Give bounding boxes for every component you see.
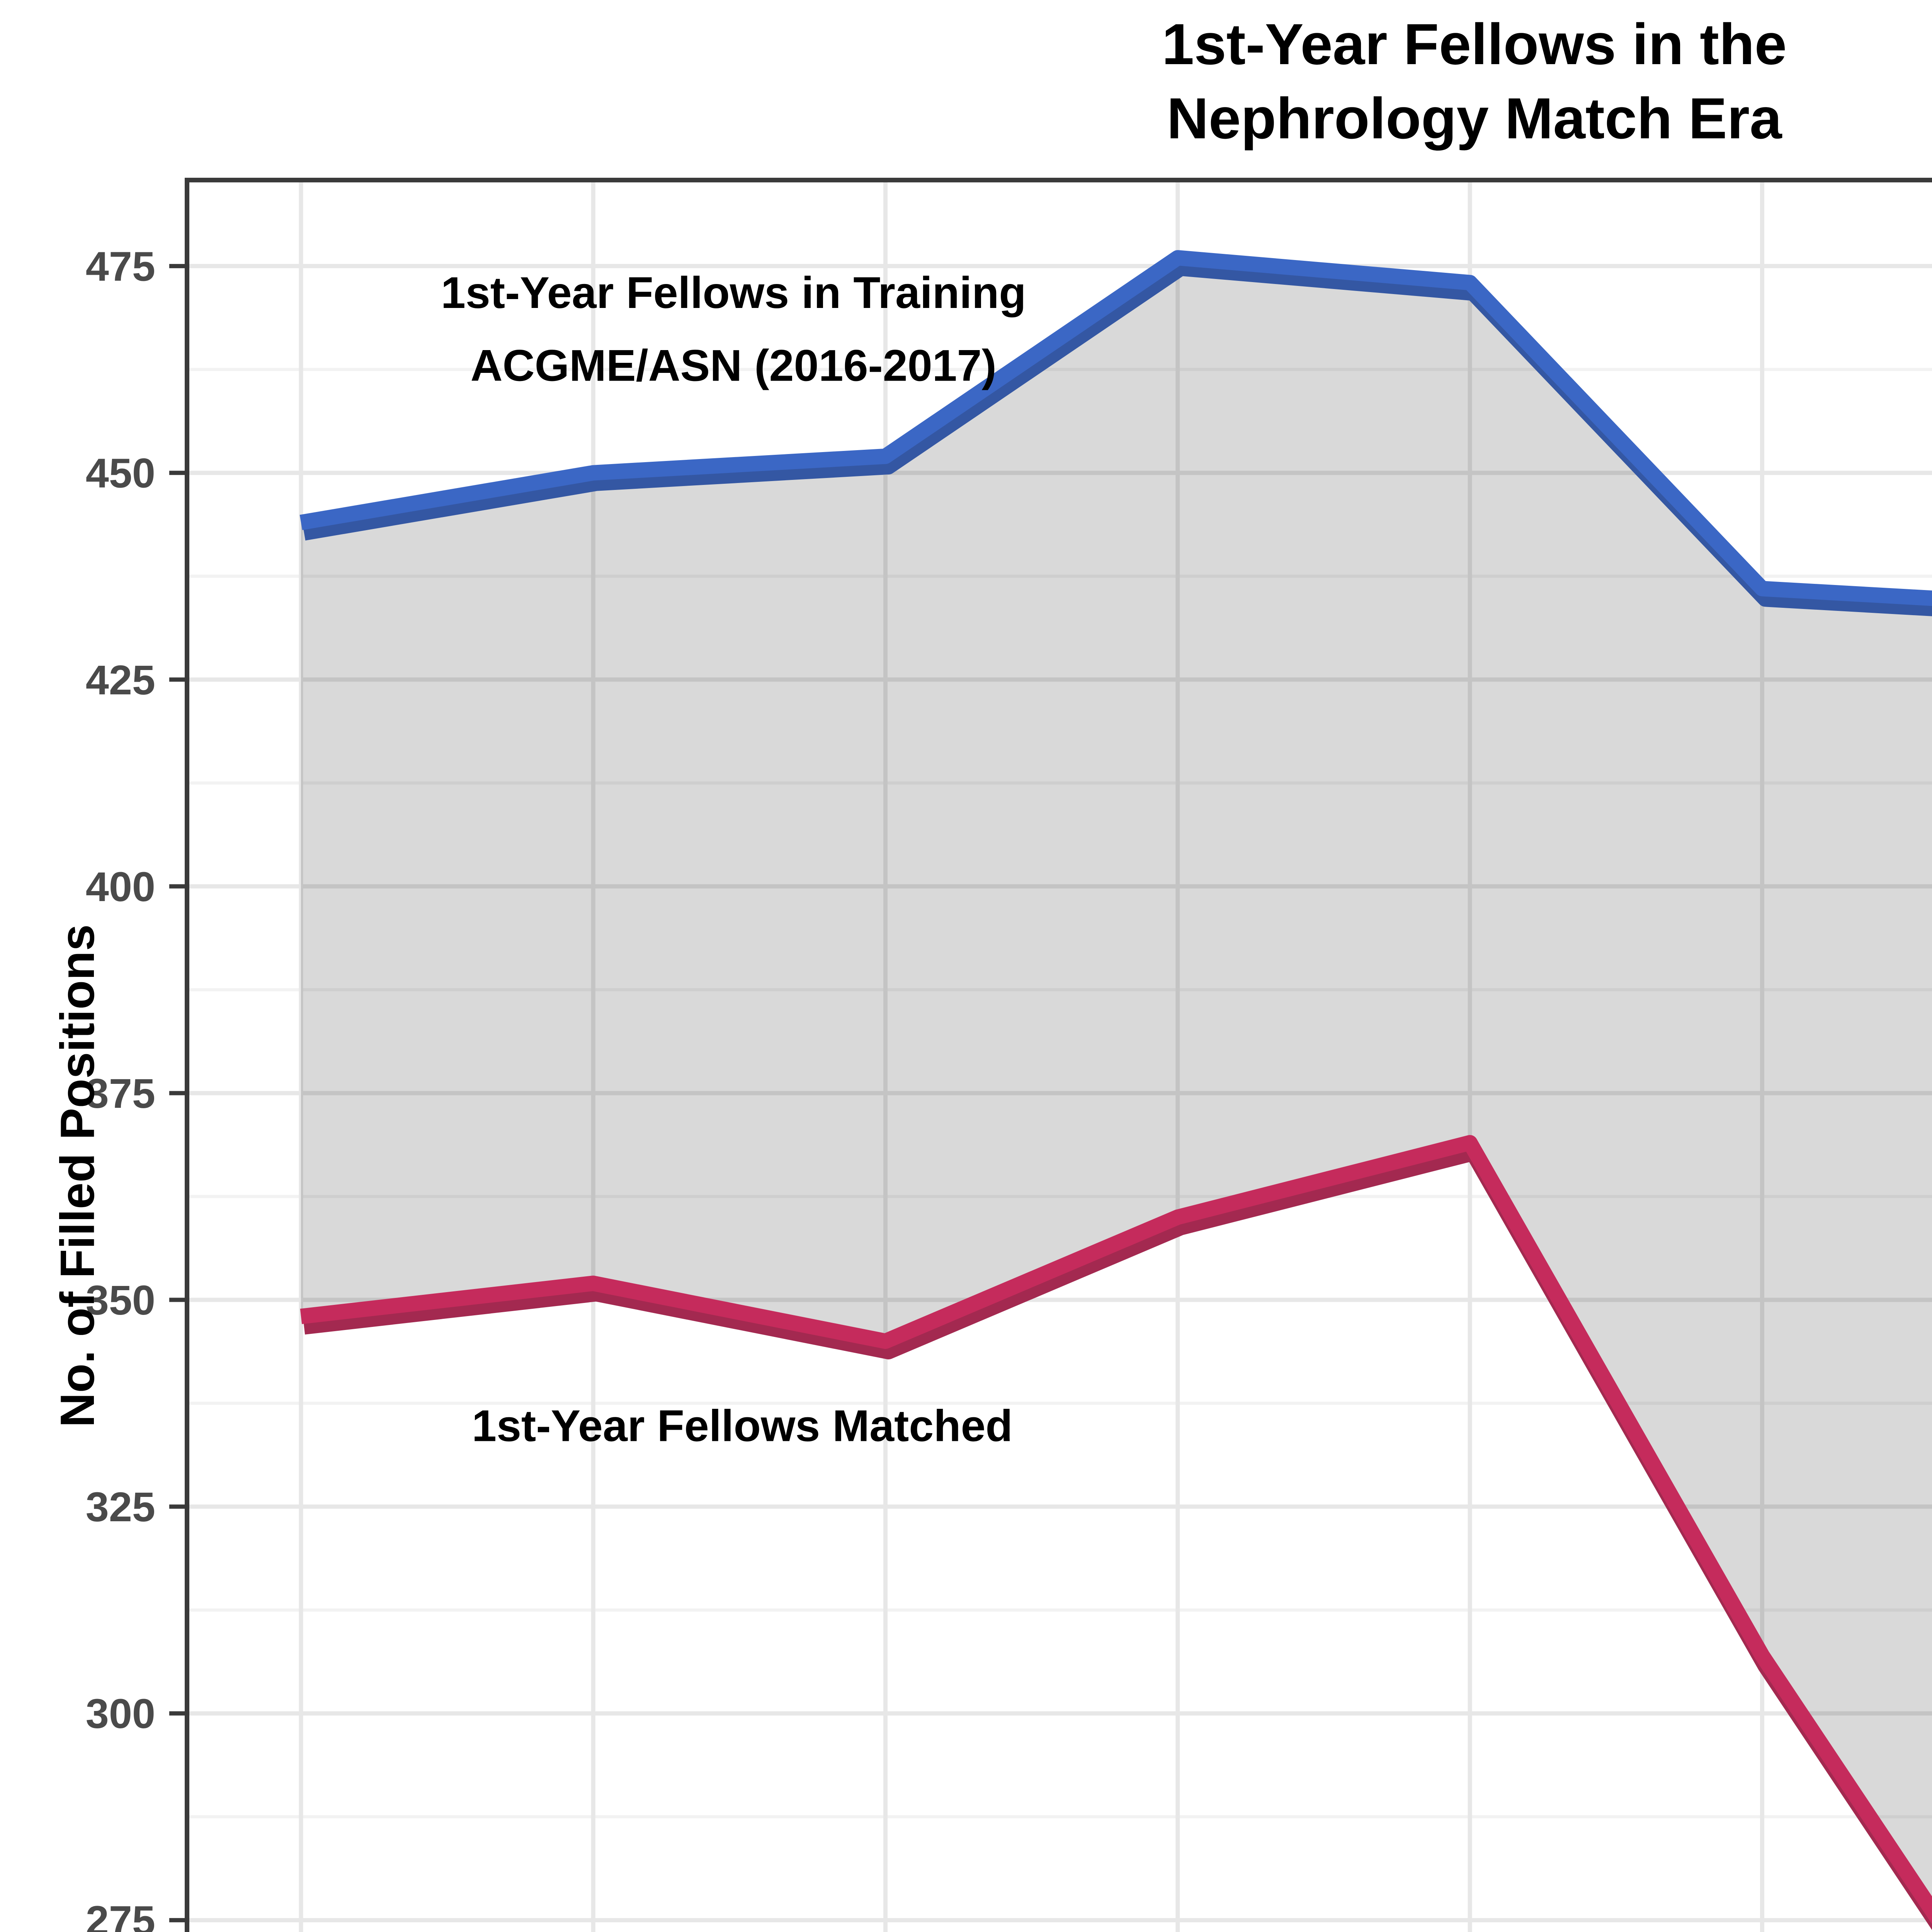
y-tick-label: 275: [86, 1897, 155, 1932]
y-tick-label: 325: [86, 1483, 155, 1530]
series-line-0: [299, 250, 1932, 606]
y-tick-label: 400: [86, 863, 155, 910]
y-tick-label: 300: [86, 1690, 155, 1737]
annotation-matched-label-line1: 1st-Year Fellows Matched: [472, 1401, 1013, 1451]
y-tick-label: 425: [86, 656, 155, 703]
series-line-1: [300, 1135, 1932, 1924]
y-axis-title: No. of Filled Positions: [51, 924, 104, 1427]
chart-title-line2: Nephrology Match Era: [1167, 86, 1782, 151]
y-tick-label: 375: [86, 1070, 155, 1117]
y-tick-label: 475: [86, 243, 155, 290]
y-tick-label: 350: [86, 1277, 155, 1323]
panel-border: [185, 178, 1932, 1932]
annotation-training-label-line2: ACGME/ASN (2016-2017): [471, 341, 997, 390]
chart-title: 1st-Year Fellows in the Nephrology Match…: [187, 7, 1932, 155]
ribbon-fill: [301, 258, 1932, 1910]
y-tick-label: 450: [86, 450, 155, 497]
annotation-training-label-line1: 1st-Year Fellows in Training: [441, 268, 1026, 318]
chart-title-line1: 1st-Year Fellows in the: [1162, 12, 1787, 77]
